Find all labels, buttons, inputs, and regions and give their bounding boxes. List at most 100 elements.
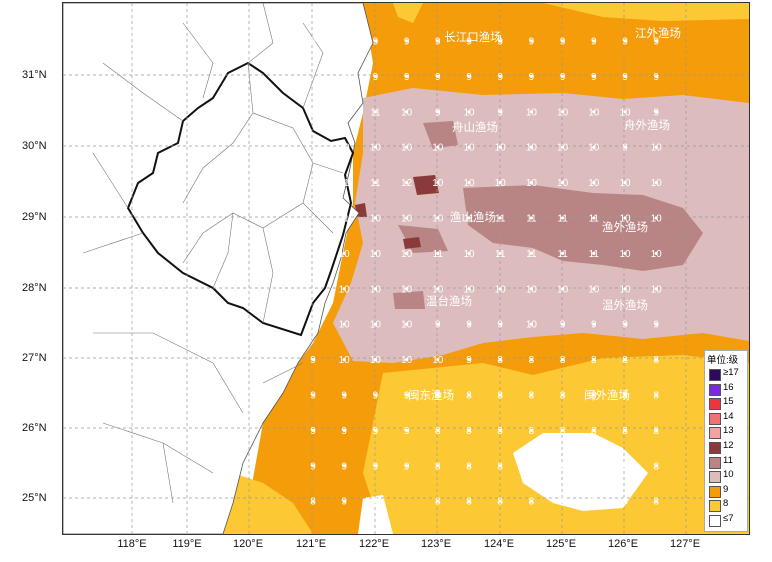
legend-label: 14 bbox=[723, 410, 734, 422]
grid-point bbox=[592, 393, 596, 397]
grid-point bbox=[529, 145, 533, 149]
grid-point bbox=[529, 499, 533, 503]
grid-point bbox=[623, 499, 627, 503]
grid-value: 9 bbox=[560, 320, 566, 331]
lat-label-28: 28°N bbox=[22, 282, 47, 294]
zone-level-7-b bbox=[358, 495, 393, 534]
legend-label: 12 bbox=[723, 440, 734, 451]
grid-value: 8 bbox=[560, 426, 566, 437]
grid-value: 8 bbox=[591, 461, 597, 472]
grid-point bbox=[342, 499, 346, 503]
grid-point bbox=[561, 74, 565, 78]
grid-point bbox=[373, 322, 377, 326]
grid-point bbox=[654, 251, 658, 255]
grid-point bbox=[529, 322, 533, 326]
grid-value: 8 bbox=[560, 355, 566, 366]
grid-point bbox=[529, 464, 533, 468]
grid-value: 10 bbox=[432, 214, 444, 225]
grid-point bbox=[467, 251, 471, 255]
grid-point bbox=[373, 393, 377, 397]
grid-value: 8 bbox=[497, 426, 503, 437]
grid-point bbox=[467, 393, 471, 397]
grid-value: 8 bbox=[529, 426, 535, 437]
grid-value: 9 bbox=[466, 72, 472, 83]
grid-value: 9 bbox=[404, 72, 410, 83]
grid-point bbox=[529, 39, 533, 43]
grid-point bbox=[373, 251, 377, 255]
grid-value: 10 bbox=[401, 284, 413, 295]
grid-value: 11 bbox=[526, 214, 537, 225]
lon-label-122: 122°E bbox=[358, 538, 390, 550]
grid-value: 10 bbox=[651, 249, 663, 260]
grid-point bbox=[498, 428, 502, 432]
grid-point bbox=[405, 216, 409, 220]
grid-value: 9 bbox=[341, 497, 347, 508]
value-grid: 8 9 9 9 9 9 9 9 9 9 9 9 9 9 9 9 9 9 9 9 9 9 9 8 10 11 10 9 10 9 10 10 10… bbox=[307, 37, 662, 508]
grid-value: 9 bbox=[404, 391, 410, 402]
grid-value: 9 bbox=[591, 320, 597, 331]
legend-swatch bbox=[709, 427, 721, 440]
grid-point bbox=[654, 74, 658, 78]
grid-value: 10 bbox=[339, 143, 351, 154]
grid-value: 10 bbox=[557, 284, 569, 295]
grid-value: 9 bbox=[591, 72, 597, 83]
grid-point bbox=[498, 251, 502, 255]
grid-point bbox=[498, 145, 502, 149]
grid-value: 10 bbox=[463, 249, 475, 260]
grid-value: 9 bbox=[341, 461, 347, 472]
grid-value: 8 bbox=[466, 497, 472, 508]
grid-point bbox=[405, 287, 409, 291]
lat-label-26: 26°N bbox=[22, 422, 47, 434]
grid-value: 9 bbox=[341, 426, 347, 437]
grid-value: 9 bbox=[622, 143, 628, 154]
grid-point bbox=[623, 393, 627, 397]
grid-value: 10 bbox=[463, 107, 475, 118]
grid-point bbox=[623, 287, 627, 291]
legend-swatch bbox=[709, 369, 721, 381]
grid-point bbox=[436, 145, 440, 149]
grid-value: 10 bbox=[370, 249, 382, 260]
grid-value: 9 bbox=[435, 107, 441, 118]
grid-point bbox=[498, 110, 502, 114]
legend-swatch bbox=[709, 383, 721, 396]
grid-value: 10 bbox=[432, 143, 444, 154]
region-label-wenwai: 温外渔场 bbox=[602, 298, 648, 312]
region-label-minwai: 闽外渔场 bbox=[584, 388, 630, 402]
grid-point bbox=[561, 251, 565, 255]
district-borders bbox=[82, 3, 344, 504]
grid-point bbox=[342, 322, 346, 326]
grid-value: 9 bbox=[373, 497, 379, 508]
lat-label-31: 31°N bbox=[22, 69, 47, 81]
grid-point bbox=[311, 181, 315, 185]
wind-map: 8 9 9 9 9 9 9 9 9 9 9 9 9 9 9 9 9 9 9 9 9 9 9 8 10 11 10 9 10 9 10 10 10… bbox=[63, 3, 749, 534]
grid-point bbox=[342, 110, 346, 114]
zone-level-8-north bbox=[543, 3, 749, 21]
grid-point bbox=[467, 216, 471, 220]
grid-point bbox=[342, 464, 346, 468]
grid-point bbox=[436, 358, 440, 362]
grid-point bbox=[405, 428, 409, 432]
grid-point bbox=[405, 110, 409, 114]
grid-value: 10 bbox=[588, 178, 600, 189]
map-frame[interactable]: 8 9 9 9 9 9 9 9 9 9 9 9 9 9 9 9 9 9 9 9 9 9 9 8 10 11 10 9 10 9 10 10 10… bbox=[62, 2, 750, 535]
grid-point bbox=[467, 358, 471, 362]
grid-value: 10 bbox=[651, 178, 663, 189]
grid-value: 9 bbox=[497, 107, 503, 118]
grid-value: 10 bbox=[432, 284, 444, 295]
grid-value: 8 bbox=[591, 426, 597, 437]
grid-point bbox=[561, 499, 565, 503]
grid-point bbox=[311, 499, 315, 503]
grid-value: 10 bbox=[526, 107, 538, 118]
grid-point bbox=[342, 287, 346, 291]
grid-value: 11 bbox=[495, 249, 506, 260]
legend-label: 11 bbox=[723, 454, 733, 466]
grid-value: 8 bbox=[653, 355, 659, 366]
grid-value: 10 bbox=[370, 284, 382, 295]
grid-value: 10 bbox=[526, 320, 538, 331]
region-label-zhouwai: 舟外渔场 bbox=[624, 118, 670, 132]
grid-value: 9 bbox=[653, 72, 659, 83]
legend-label: ≥17 bbox=[723, 367, 739, 378]
lat-label-27: 27°N bbox=[22, 352, 47, 364]
grid-value: 11 bbox=[370, 178, 381, 189]
grid-value: 8 bbox=[591, 355, 597, 366]
